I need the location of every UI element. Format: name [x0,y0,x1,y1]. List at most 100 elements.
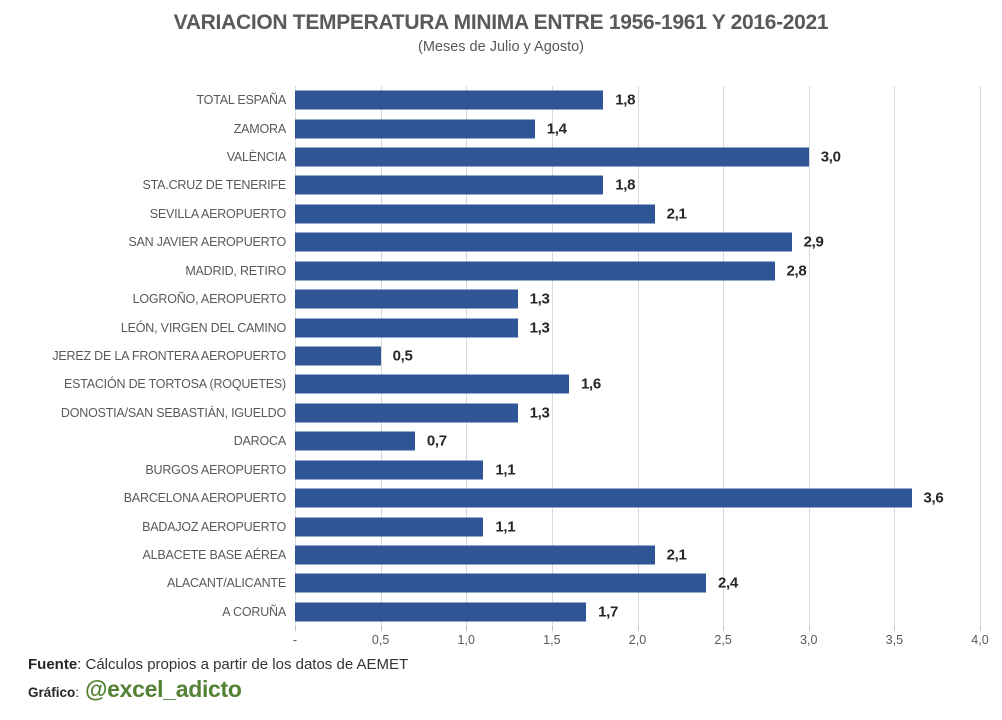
bar [295,261,775,281]
category-label: SEVILLA AEROPUERTO [149,206,286,221]
chart-row: BADAJOZ AEROPUERTO 1,1 [0,512,1002,540]
value-label: 1,8 [615,91,636,109]
bar [295,517,484,537]
chart-row: BARCELONA AEROPUERTO 3,6 [0,484,1002,512]
chart-row: ALACANT/ALICANTE 2,4 [0,569,1002,597]
value-label: 1,3 [529,319,550,337]
source-text: : Cálculos propios a partir de los datos… [77,656,409,673]
category-label: JEREZ DE LA FRONTERA AEROPUERTO [52,349,286,363]
category-label: ESTACIÓN DE TORTOSA (ROQUETES) [63,377,286,392]
gridline [808,86,810,626]
chart-header: VARIACION TEMPERATURA MINIMA ENTRE 1956-… [0,0,1002,86]
value-label: 3,0 [820,148,841,166]
bar-track: 1,1 [295,512,980,540]
gridline [466,86,468,626]
chart-title: VARIACION TEMPERATURA MINIMA ENTRE 1956-… [173,11,829,34]
chart-row: DAROCA 0,7 [0,427,1002,455]
bar-track: 1,8 [295,86,980,114]
bar [295,346,381,366]
credit-handle: @excel_adicto [85,676,242,702]
gridline [380,86,382,626]
chart-row: DONOSTIA/SAN SEBASTIÁN, IGUELDO 1,3 [0,399,1002,427]
value-label: 1,1 [495,461,516,479]
credit-line: Gráfico: @excel_adicto [28,676,1002,706]
axis-tick [980,626,981,631]
axis-tick-label: 3,5 [885,633,904,647]
bar [295,602,587,622]
chart-row: STA.CRUZ DE TENERIFE 1,8 [0,171,1002,199]
bar-chart: TOTAL ESPAÑA 1,8 ZAMORA 1,4 VALÈNCIA 3,0 STA.C… [0,86,1002,631]
chart-row: TOTAL ESPAÑA 1,8 [0,86,1002,114]
category-label: ZAMORA [233,121,286,136]
value-label: 0,5 [392,347,413,365]
axis-tick-label: 2,5 [714,633,732,647]
category-label: ALBACETE BASE AÉREA [142,547,287,562]
gridline [894,86,896,626]
chart-row: BURGOS AEROPUERTO 1,1 [0,455,1002,483]
chart-row: LEÓN, VIRGEN DEL CAMINO 1,3 [0,313,1002,341]
chart-row: ALBACETE BASE AÉREA 2,1 [0,541,1002,569]
value-label: 1,3 [529,404,550,422]
credit-separator: : [75,685,80,700]
gridline [980,86,981,626]
source-line: Fuente: Cálculos propios a partir de los… [28,654,1002,675]
chart-row: ZAMORA 1,4 [0,114,1002,142]
value-label: 1,8 [615,176,636,194]
axis-tick [808,626,810,631]
value-label: 2,1 [666,546,687,564]
bar [295,90,604,110]
chart-row: ESTACIÓN DE TORTOSA (ROQUETES) 1,6 [0,370,1002,398]
category-label: MADRID, RETIRO [185,263,286,278]
value-label: 3,6 [923,489,944,507]
chart-row: LOGROÑO, AEROPUERTO 1,3 [0,285,1002,313]
value-label: 1,7 [598,603,619,621]
category-label: DAROCA [233,434,286,449]
bar-track: 1,4 [295,114,980,142]
chart-row: A CORUÑA 1,7 [0,598,1002,626]
axis-tick [380,626,382,631]
axis-tick [551,626,553,631]
bar-track: 1,3 [295,285,980,313]
value-label: 2,8 [786,262,807,280]
bar-track: 2,1 [295,541,980,569]
bar-track: 1,6 [295,370,980,398]
category-label: STA.CRUZ DE TENERIFE [142,178,287,193]
category-label: A CORUÑA [222,604,286,619]
value-label: 0,7 [426,432,447,450]
value-label: 1,1 [495,518,516,536]
category-label: ALACANT/ALICANTE [166,576,286,591]
bar [295,573,706,593]
value-label: 1,3 [529,290,550,308]
bar-track: 1,1 [295,455,980,483]
axis-tick [637,626,639,631]
bar [295,318,518,338]
value-label: 2,9 [803,233,824,251]
bar [295,545,655,565]
bar [295,289,518,309]
chart-row: MADRID, RETIRO 2,8 [0,257,1002,285]
axis-tick [723,626,725,631]
axis-tick-label: 1,5 [543,633,561,647]
chart-rows: TOTAL ESPAÑA 1,8 ZAMORA 1,4 VALÈNCIA 3,0 STA.C… [0,86,1002,626]
bar [295,119,535,139]
chart-row: JEREZ DE LA FRONTERA AEROPUERTO 0,5 [0,342,1002,370]
axis-tick-label: 4,0 [971,633,989,647]
bar [295,232,792,252]
bar-track: 1,3 [295,313,980,341]
chart-subtitle: (Meses de Julio y Agosto) [417,39,585,55]
axis-labels: - 0,5 1,0 1,5 2,0 2,5 3,0 3,5 4,0 [293,626,989,652]
category-label: VALÈNCIA [226,150,287,165]
value-label: 2,1 [666,205,687,223]
chart-footer: Fuente: Cálculos propios a partir de los… [0,652,1002,706]
bar-track: 3,0 [295,143,980,171]
bar [295,175,604,195]
chart-row: VALÈNCIA 3,0 [0,143,1002,171]
bar [295,460,484,480]
credit-label: Gráfico [28,685,76,700]
value-label: 1,4 [546,120,567,138]
category-label: LOGROÑO, AEROPUERTO [132,292,287,307]
bar-track: 2,4 [295,569,980,597]
category-label: BADAJOZ AEROPUERTO [142,519,286,534]
bar-track: 1,7 [295,598,980,626]
